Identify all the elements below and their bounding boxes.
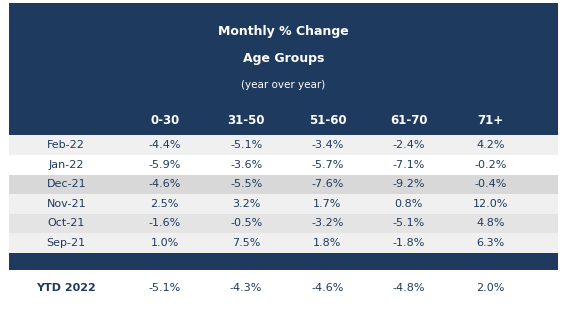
Text: -0.5%: -0.5% [230,218,262,228]
Text: Monthly % Change: Monthly % Change [218,25,349,38]
Text: 4.2%: 4.2% [476,140,505,150]
Text: -3.2%: -3.2% [311,218,344,228]
Text: 1.8%: 1.8% [314,238,342,248]
Text: -5.7%: -5.7% [311,160,344,170]
Text: 12.0%: 12.0% [473,199,508,209]
Text: 0-30: 0-30 [150,114,179,127]
Text: -5.1%: -5.1% [393,218,425,228]
Text: -2.4%: -2.4% [393,140,425,150]
Text: 1.0%: 1.0% [151,238,179,248]
Text: -0.2%: -0.2% [474,160,506,170]
Text: -5.5%: -5.5% [230,179,262,189]
Text: 2.5%: 2.5% [150,199,179,209]
Text: 4.8%: 4.8% [476,218,505,228]
Text: 71+: 71+ [477,114,503,127]
Text: 1.7%: 1.7% [314,199,342,209]
Text: YTD 2022: YTD 2022 [36,283,96,293]
Text: 3.2%: 3.2% [232,199,260,209]
Text: Nov-21: Nov-21 [46,199,86,209]
Text: 31-50: 31-50 [227,114,265,127]
Text: -0.4%: -0.4% [474,179,506,189]
Text: -9.2%: -9.2% [393,179,425,189]
Text: -4.3%: -4.3% [230,283,263,293]
Text: 6.3%: 6.3% [476,238,505,248]
Text: -7.1%: -7.1% [393,160,425,170]
Text: -4.6%: -4.6% [149,179,181,189]
Text: -1.8%: -1.8% [393,238,425,248]
Text: -5.9%: -5.9% [149,160,181,170]
Text: 7.5%: 7.5% [232,238,260,248]
Text: 2.0%: 2.0% [476,283,505,293]
Text: Dec-21: Dec-21 [46,179,86,189]
Text: 51-60: 51-60 [308,114,346,127]
Text: -4.6%: -4.6% [311,283,344,293]
Text: Feb-22: Feb-22 [47,140,85,150]
Text: Jan-22: Jan-22 [49,160,84,170]
Text: -5.1%: -5.1% [149,283,181,293]
Text: 0.8%: 0.8% [395,199,423,209]
Text: -3.6%: -3.6% [230,160,262,170]
Text: -3.4%: -3.4% [311,140,344,150]
Text: Sep-21: Sep-21 [46,238,86,248]
Text: Age Groups: Age Groups [243,52,324,65]
Text: -5.1%: -5.1% [230,140,262,150]
Text: Oct-21: Oct-21 [48,218,85,228]
Text: -4.4%: -4.4% [149,140,181,150]
Text: -1.6%: -1.6% [149,218,181,228]
Text: (year over year): (year over year) [242,80,325,90]
Text: -4.8%: -4.8% [393,283,425,293]
Text: 61-70: 61-70 [390,114,428,127]
Text: -7.6%: -7.6% [311,179,344,189]
